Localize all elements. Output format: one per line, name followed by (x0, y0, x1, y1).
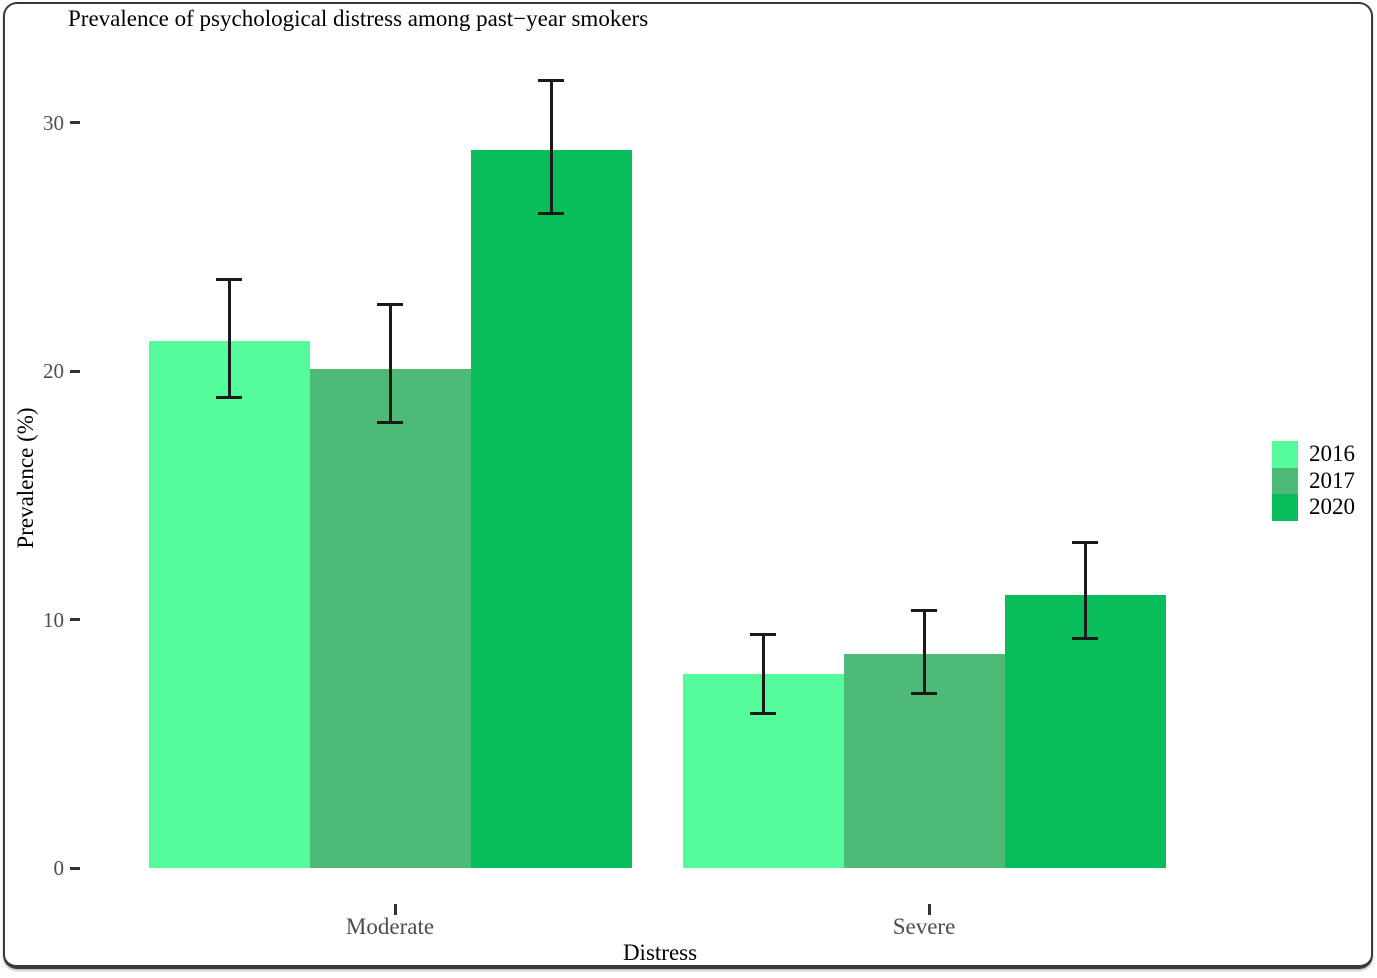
legend-label-2020: 2020 (1309, 494, 1355, 520)
error-bar-cap-top (750, 633, 776, 637)
error-bar-cap-top (377, 302, 403, 306)
y-tick-mark (70, 369, 80, 373)
error-bar-cap-top (1072, 541, 1098, 545)
legend-label-2017: 2017 (1309, 467, 1355, 493)
chart-title: Prevalence of psychological distress amo… (68, 6, 649, 31)
x-tick-mark (394, 904, 397, 915)
legend-swatch-2016 (1272, 441, 1298, 468)
error-bar-line (922, 609, 926, 695)
bar-2017-moderate (309, 368, 471, 868)
error-bar-cap-bottom (538, 212, 564, 216)
error-bar-cap-bottom (750, 711, 776, 715)
x-tick-label-severe: Severe (892, 914, 956, 939)
y-tick-label: 20 (43, 359, 64, 383)
error-bar-line (761, 634, 765, 714)
y-axis-title: Prevalence (%) (13, 407, 38, 549)
y-tick-mark (70, 121, 80, 124)
error-bar-cap-bottom (216, 396, 242, 400)
error-bar-line (388, 303, 392, 424)
bar-2020-moderate (470, 149, 632, 868)
error-bar-cap-top (911, 608, 937, 612)
error-bar-cap-top (538, 79, 564, 83)
error-bar-cap-bottom (377, 421, 403, 425)
error-bar-line (549, 80, 553, 215)
error-bar-cap-bottom (1072, 637, 1098, 641)
x-tick-mark (928, 904, 931, 915)
x-axis-title: Distress (622, 940, 698, 965)
y-tick-label: 10 (43, 607, 64, 632)
legend-swatch-2020 (1272, 494, 1298, 521)
legend-item-2017: 2017 (1272, 467, 1355, 494)
error-bar-line (227, 279, 231, 399)
legend-item-2020: 2020 (1272, 494, 1355, 521)
x-tick-label-moderate: Moderate (345, 914, 435, 939)
legend-swatch-2017 (1272, 467, 1298, 494)
legend-label-2016: 2016 (1309, 441, 1355, 467)
legend: 2016 2017 2020 (1272, 441, 1355, 521)
y-tick-mark (70, 866, 80, 870)
error-bar-cap-top (216, 278, 242, 282)
bar-2016-moderate (148, 341, 310, 868)
error-bar-line (1083, 542, 1087, 640)
y-tick-label: 30 (43, 110, 64, 135)
error-bar-cap-bottom (911, 692, 937, 696)
y-tick-mark (70, 618, 80, 621)
y-tick-label: 0 (53, 856, 65, 880)
legend-item-2016: 2016 (1272, 441, 1355, 468)
